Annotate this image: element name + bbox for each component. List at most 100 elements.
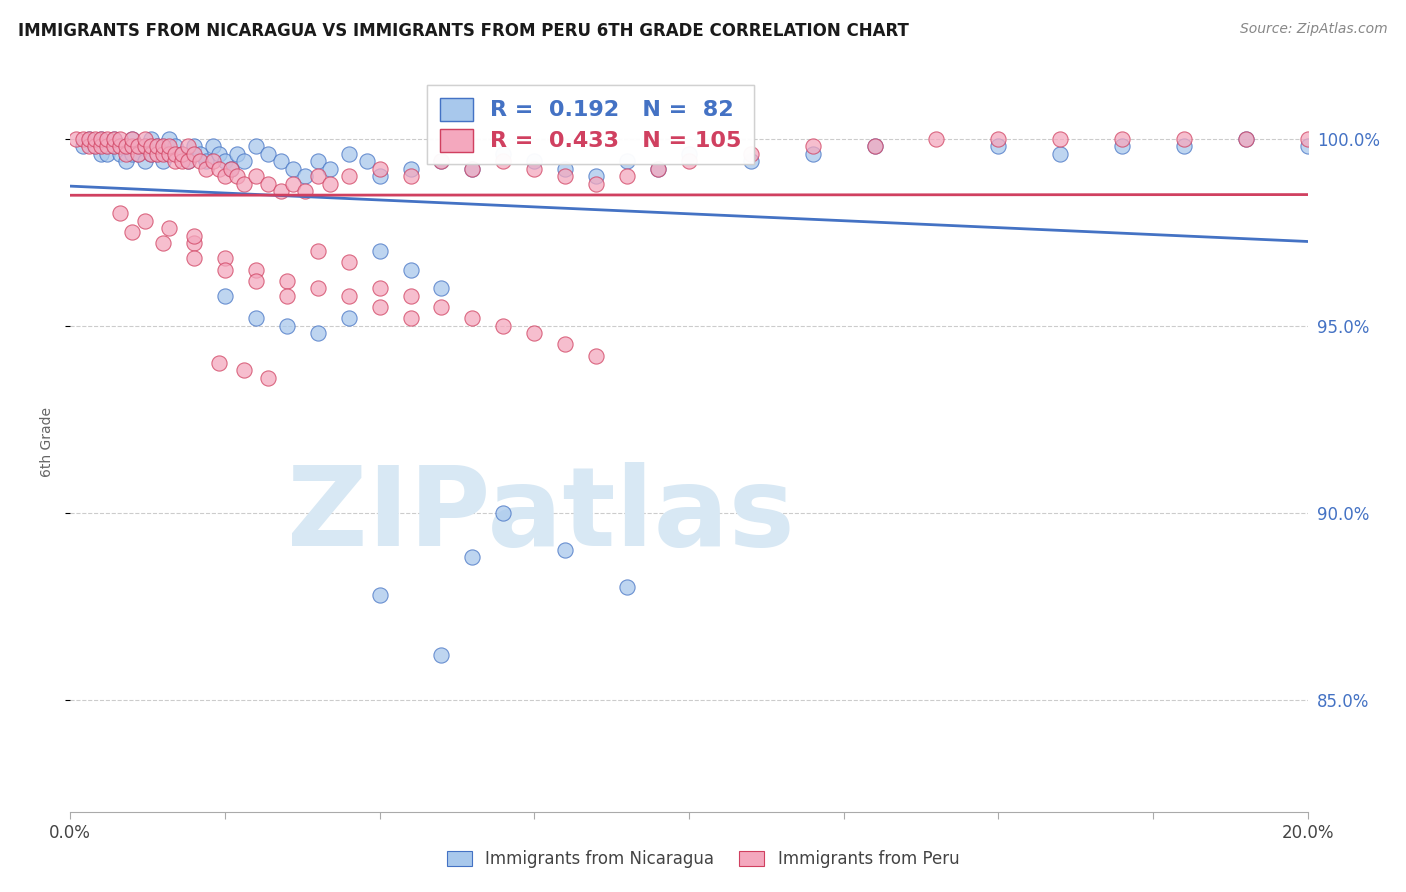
- Point: [307, 326, 329, 340]
- Point: [585, 349, 607, 363]
- Point: [152, 146, 174, 161]
- Point: [157, 146, 180, 161]
- Point: [108, 139, 131, 153]
- Point: [863, 139, 886, 153]
- Point: [115, 139, 138, 153]
- Point: [183, 146, 205, 161]
- Point: [307, 244, 329, 258]
- Point: [232, 154, 254, 169]
- Point: [368, 281, 391, 295]
- Y-axis label: 6th Grade: 6th Grade: [39, 407, 53, 476]
- Point: [337, 146, 360, 161]
- Point: [276, 274, 298, 288]
- Point: [1173, 139, 1195, 153]
- Point: [108, 131, 131, 145]
- Point: [554, 337, 576, 351]
- Point: [103, 139, 125, 153]
- Point: [987, 131, 1010, 145]
- Point: [214, 289, 236, 303]
- Point: [430, 154, 453, 169]
- Point: [1049, 146, 1071, 161]
- Point: [139, 146, 162, 161]
- Point: [585, 177, 607, 191]
- Point: [108, 146, 131, 161]
- Point: [90, 139, 112, 153]
- Point: [170, 146, 193, 161]
- Point: [208, 146, 231, 161]
- Point: [925, 131, 948, 145]
- Point: [368, 169, 391, 183]
- Point: [616, 580, 638, 594]
- Point: [134, 131, 156, 145]
- Point: [1296, 131, 1319, 145]
- Text: IMMIGRANTS FROM NICARAGUA VS IMMIGRANTS FROM PERU 6TH GRADE CORRELATION CHART: IMMIGRANTS FROM NICARAGUA VS IMMIGRANTS …: [18, 22, 910, 40]
- Point: [337, 169, 360, 183]
- Point: [208, 356, 231, 370]
- Point: [127, 146, 149, 161]
- Point: [115, 154, 138, 169]
- Point: [616, 154, 638, 169]
- Point: [585, 169, 607, 183]
- Point: [183, 228, 205, 243]
- Point: [214, 154, 236, 169]
- Point: [801, 139, 824, 153]
- Point: [77, 131, 100, 145]
- Point: [257, 146, 280, 161]
- Point: [188, 146, 211, 161]
- Point: [281, 177, 304, 191]
- Point: [219, 161, 242, 176]
- Point: [294, 184, 316, 198]
- Point: [1111, 139, 1133, 153]
- Point: [183, 236, 205, 251]
- Point: [801, 146, 824, 161]
- Point: [177, 154, 200, 169]
- Point: [492, 154, 515, 169]
- Point: [368, 300, 391, 314]
- Point: [523, 326, 546, 340]
- Point: [678, 146, 700, 161]
- Point: [245, 262, 267, 277]
- Point: [1173, 131, 1195, 145]
- Point: [294, 169, 316, 183]
- Point: [616, 169, 638, 183]
- Point: [146, 139, 169, 153]
- Point: [430, 154, 453, 169]
- Point: [740, 154, 762, 169]
- Point: [96, 131, 118, 145]
- Point: [103, 131, 125, 145]
- Point: [554, 169, 576, 183]
- Point: [72, 139, 94, 153]
- Point: [90, 146, 112, 161]
- Point: [492, 146, 515, 161]
- Point: [219, 161, 242, 176]
- Point: [492, 318, 515, 333]
- Point: [195, 154, 218, 169]
- Point: [257, 371, 280, 385]
- Point: [152, 154, 174, 169]
- Point: [245, 311, 267, 326]
- Point: [276, 289, 298, 303]
- Point: [276, 318, 298, 333]
- Point: [121, 146, 143, 161]
- Point: [430, 648, 453, 662]
- Point: [987, 139, 1010, 153]
- Point: [399, 262, 422, 277]
- Point: [319, 161, 342, 176]
- Point: [257, 177, 280, 191]
- Point: [157, 146, 180, 161]
- Point: [201, 154, 224, 169]
- Point: [139, 139, 162, 153]
- Point: [177, 139, 200, 153]
- Point: [1049, 131, 1071, 145]
- Point: [84, 131, 107, 145]
- Point: [337, 289, 360, 303]
- Point: [270, 184, 292, 198]
- Point: [146, 146, 169, 161]
- Point: [146, 139, 169, 153]
- Point: [157, 131, 180, 145]
- Point: [647, 161, 669, 176]
- Point: [77, 131, 100, 145]
- Point: [430, 300, 453, 314]
- Point: [152, 139, 174, 153]
- Point: [307, 281, 329, 295]
